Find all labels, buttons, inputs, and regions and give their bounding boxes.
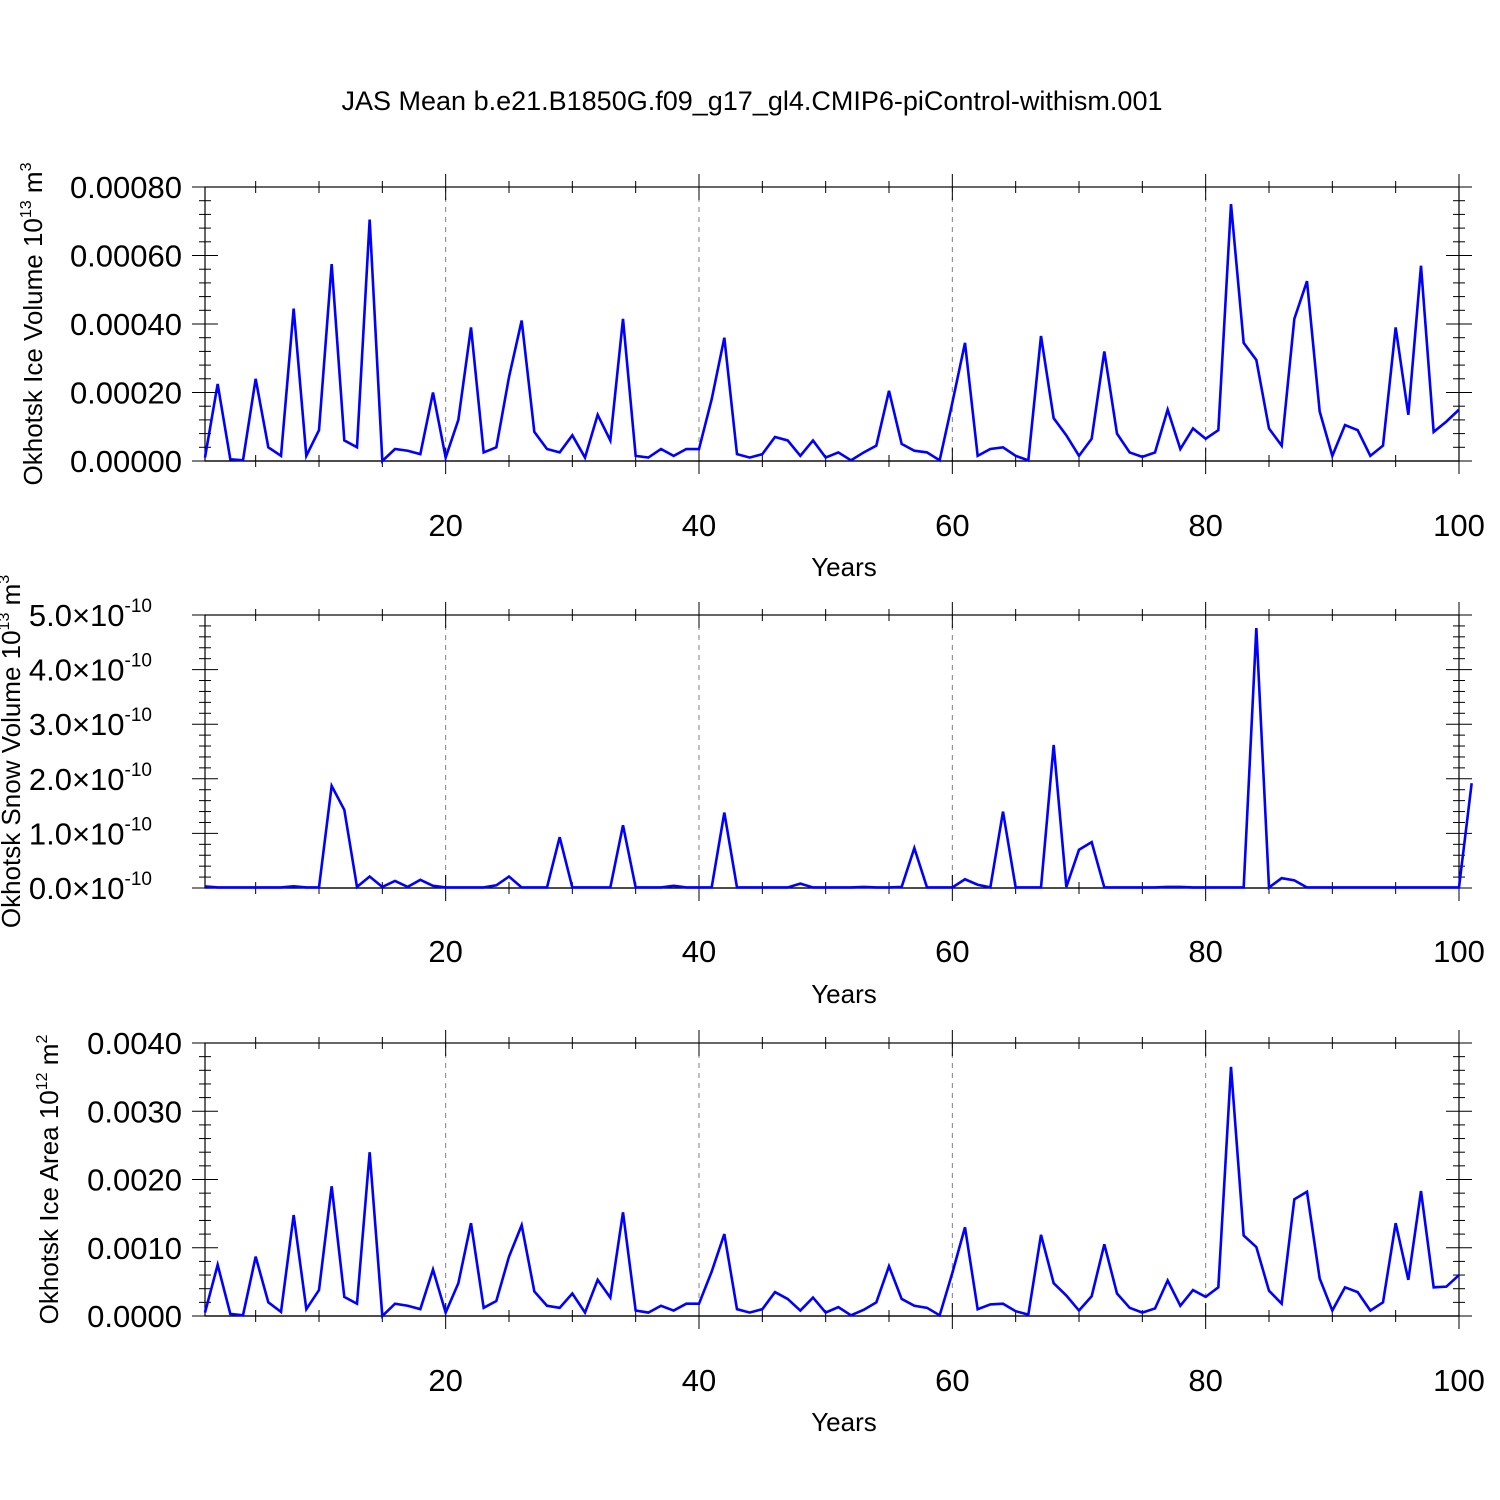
y-tick-label: 5.0×10-10 (29, 596, 152, 633)
x-tick-label: 100 (1433, 934, 1485, 969)
x-tick-label: 60 (935, 1363, 969, 1398)
y-axis-label: Okhotsk Ice Volume 1013 m3 (18, 162, 48, 485)
x-tick-label: 60 (935, 508, 969, 543)
y-axis-label: Okhotsk Snow Volume 1013 m3 (0, 575, 26, 928)
x-tick-label: 40 (682, 508, 716, 543)
x-tick-label: 20 (428, 508, 462, 543)
x-tick-label: 40 (682, 934, 716, 969)
plot-frame (204, 614, 1460, 889)
x-tick-label: 80 (1188, 934, 1222, 969)
series-line-1 (203, 204, 1460, 464)
x-tick-label: 80 (1188, 508, 1222, 543)
plot-frame (204, 186, 1460, 462)
y-tick-label: 0.0×10-10 (29, 869, 152, 906)
y-tick-label: 0.00000 (70, 444, 182, 479)
chart-panel-2: 20 40 60 80 100 0.0×10-10 1.0×10-10 2.0×10-10 3.… (0, 575, 1485, 1009)
panels: 20 40 60 80 100 0.00000 0.00020 0.00040 0.00060 0… (0, 162, 1485, 1437)
x-tick-label: 100 (1433, 1363, 1485, 1398)
y-tick-label: 2.0×10-10 (29, 760, 152, 797)
x-tick-label: 20 (428, 934, 462, 969)
x-tick-label: 100 (1433, 508, 1485, 543)
y-tick-label: 0.0040 (87, 1026, 182, 1061)
y-tick-label: 0.00040 (70, 307, 182, 342)
y-tick-label: 4.0×10-10 (29, 651, 152, 688)
y-axis-label: Okhotsk Ice Area 1012 m2 (34, 1035, 64, 1325)
y-tick-label: 0.00080 (70, 170, 182, 205)
series-line-1 (203, 1066, 1460, 1319)
x-axis-label: Years (811, 979, 877, 1009)
x-tick-label: 20 (428, 1363, 462, 1398)
y-tick-label: 0.0030 (87, 1094, 182, 1129)
x-tick-label: 80 (1188, 1363, 1222, 1398)
x-tick-label: 40 (682, 1363, 716, 1398)
y-tick-label: 0.0000 (87, 1299, 182, 1334)
x-axis-label: Years (811, 1407, 877, 1437)
x-tick-label: 60 (935, 934, 969, 969)
y-tick-label: 0.0010 (87, 1231, 182, 1266)
y-tick-label: 3.0×10-10 (29, 705, 152, 742)
series-line-1 (204, 628, 1473, 890)
y-tick-label: 1.0×10-10 (29, 814, 152, 851)
y-tick-label: 0.00020 (70, 376, 182, 411)
x-axis-label: Years (811, 552, 877, 582)
y-tick-label: 0.0020 (87, 1163, 182, 1198)
y-tick-label: 0.00060 (70, 239, 182, 274)
plot-frame (204, 1042, 1460, 1317)
figure-title: JAS Mean b.e21.B1850G.f09_g17_gl4.CMIP6-… (342, 86, 1163, 116)
chart-panel-1: 20 40 60 80 100 0.00000 0.00020 0.00040 0.00060 0… (18, 162, 1485, 582)
chart-panel-3: 20 40 60 80 100 0.0000 0.0010 0.0020 0.0030 0.004… (34, 1026, 1485, 1437)
